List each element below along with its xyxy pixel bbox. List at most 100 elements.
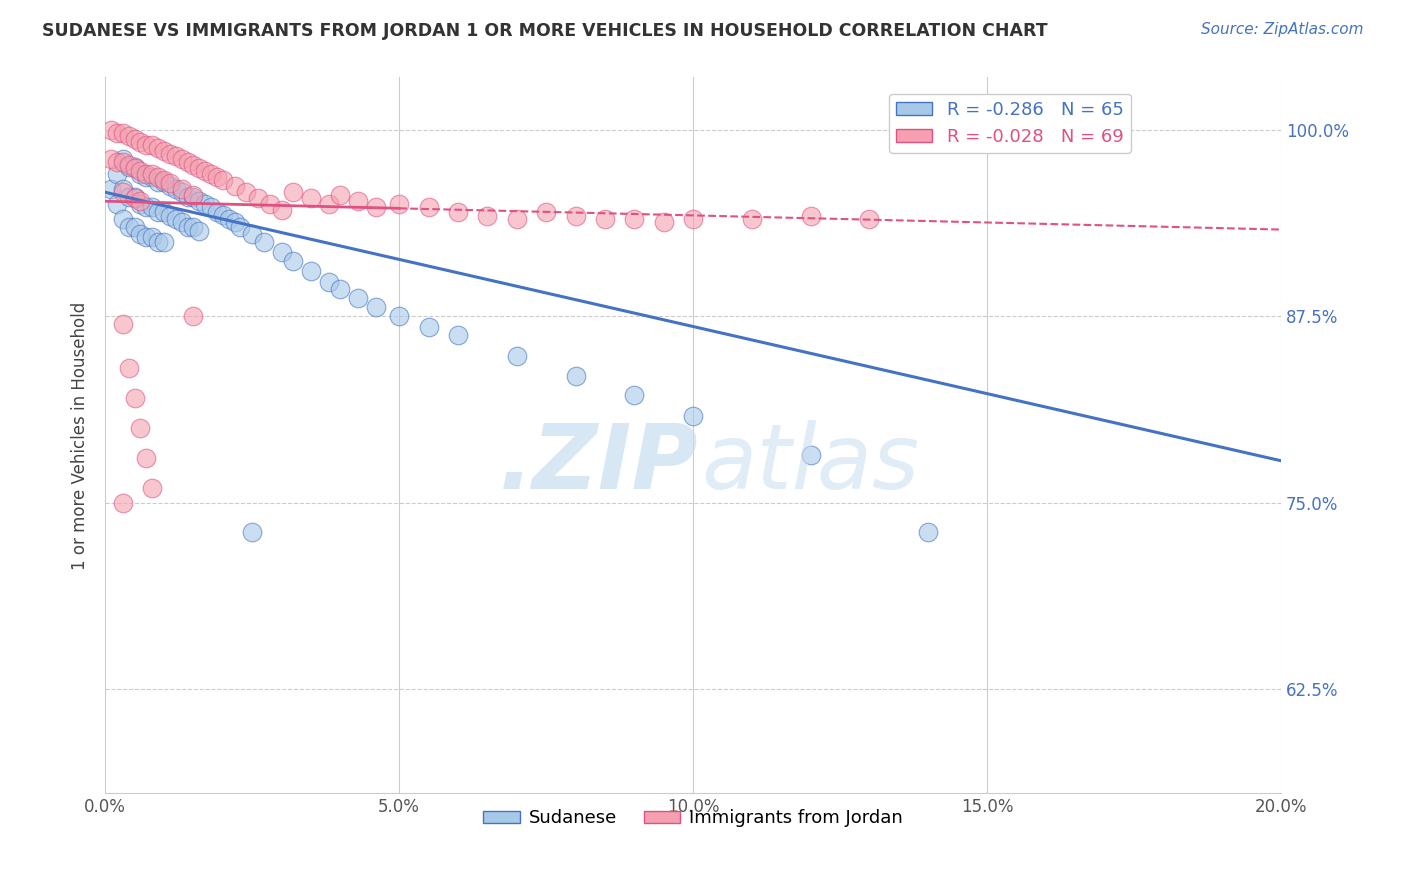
Point	[299, 264, 322, 278]
Point	[135, 450, 157, 465]
Point	[347, 291, 370, 305]
Point	[183, 188, 205, 202]
Point	[165, 149, 187, 163]
Point	[418, 319, 440, 334]
Point	[593, 212, 616, 227]
Point	[283, 186, 305, 200]
Text: SUDANESE VS IMMIGRANTS FROM JORDAN 1 OR MORE VEHICLES IN HOUSEHOLD CORRELATION C: SUDANESE VS IMMIGRANTS FROM JORDAN 1 OR …	[42, 22, 1047, 40]
Point	[858, 212, 880, 227]
Point	[153, 204, 176, 219]
Point	[129, 164, 152, 178]
Point	[105, 155, 128, 169]
Point	[253, 235, 276, 249]
Point	[170, 153, 193, 167]
Point	[153, 175, 176, 189]
Point	[218, 212, 240, 227]
Point	[170, 186, 193, 200]
Point	[388, 197, 411, 211]
Point	[200, 200, 222, 214]
Point	[224, 215, 246, 229]
Point	[141, 170, 163, 185]
Point	[124, 191, 146, 205]
Point	[506, 212, 529, 227]
Point	[129, 227, 152, 241]
Point	[200, 168, 222, 182]
Point	[800, 209, 823, 223]
Point	[477, 209, 499, 223]
Point	[270, 203, 292, 218]
Point	[364, 200, 387, 214]
Point	[447, 204, 470, 219]
Point	[111, 182, 134, 196]
Point	[194, 197, 217, 211]
Point	[100, 153, 122, 167]
Point	[388, 309, 411, 323]
Text: atlas: atlas	[702, 420, 920, 508]
Point	[159, 146, 181, 161]
Point	[170, 215, 193, 229]
Point	[259, 197, 281, 211]
Point	[623, 388, 645, 402]
Point	[129, 194, 152, 209]
Point	[146, 170, 169, 185]
Legend: Sudanese, Immigrants from Jordan: Sudanese, Immigrants from Jordan	[477, 802, 910, 834]
Point	[146, 204, 169, 219]
Point	[129, 197, 152, 211]
Point	[623, 212, 645, 227]
Point	[564, 209, 586, 223]
Point	[165, 182, 187, 196]
Point	[176, 190, 198, 204]
Point	[146, 235, 169, 249]
Point	[188, 161, 211, 176]
Point	[111, 212, 134, 227]
Point	[141, 200, 163, 214]
Point	[205, 204, 228, 219]
Point	[124, 219, 146, 234]
Point	[105, 197, 128, 211]
Point	[318, 275, 340, 289]
Point	[183, 158, 205, 172]
Point	[124, 391, 146, 405]
Point	[240, 525, 263, 540]
Point	[188, 194, 211, 209]
Point	[229, 219, 252, 234]
Point	[135, 200, 157, 214]
Point	[141, 137, 163, 152]
Point	[135, 230, 157, 244]
Point	[135, 168, 157, 182]
Point	[118, 158, 141, 172]
Point	[118, 361, 141, 376]
Point	[146, 140, 169, 154]
Point	[118, 219, 141, 234]
Point	[135, 137, 157, 152]
Point	[364, 300, 387, 314]
Point	[247, 191, 270, 205]
Point	[135, 170, 157, 185]
Point	[299, 191, 322, 205]
Point	[159, 209, 181, 223]
Point	[124, 190, 146, 204]
Point	[105, 126, 128, 140]
Point	[165, 212, 187, 227]
Point	[682, 212, 704, 227]
Point	[100, 122, 122, 136]
Point	[917, 525, 939, 540]
Point	[682, 409, 704, 423]
Point	[447, 328, 470, 343]
Point	[105, 168, 128, 182]
Point	[418, 200, 440, 214]
Point	[146, 175, 169, 189]
Point	[129, 135, 152, 149]
Point	[347, 194, 370, 209]
Point	[170, 182, 193, 196]
Point	[741, 212, 763, 227]
Point	[153, 235, 176, 249]
Point	[111, 495, 134, 509]
Point	[124, 161, 146, 176]
Point	[211, 208, 233, 222]
Point	[283, 253, 305, 268]
Point	[183, 309, 205, 323]
Point	[129, 168, 152, 182]
Point	[329, 188, 352, 202]
Point	[118, 190, 141, 204]
